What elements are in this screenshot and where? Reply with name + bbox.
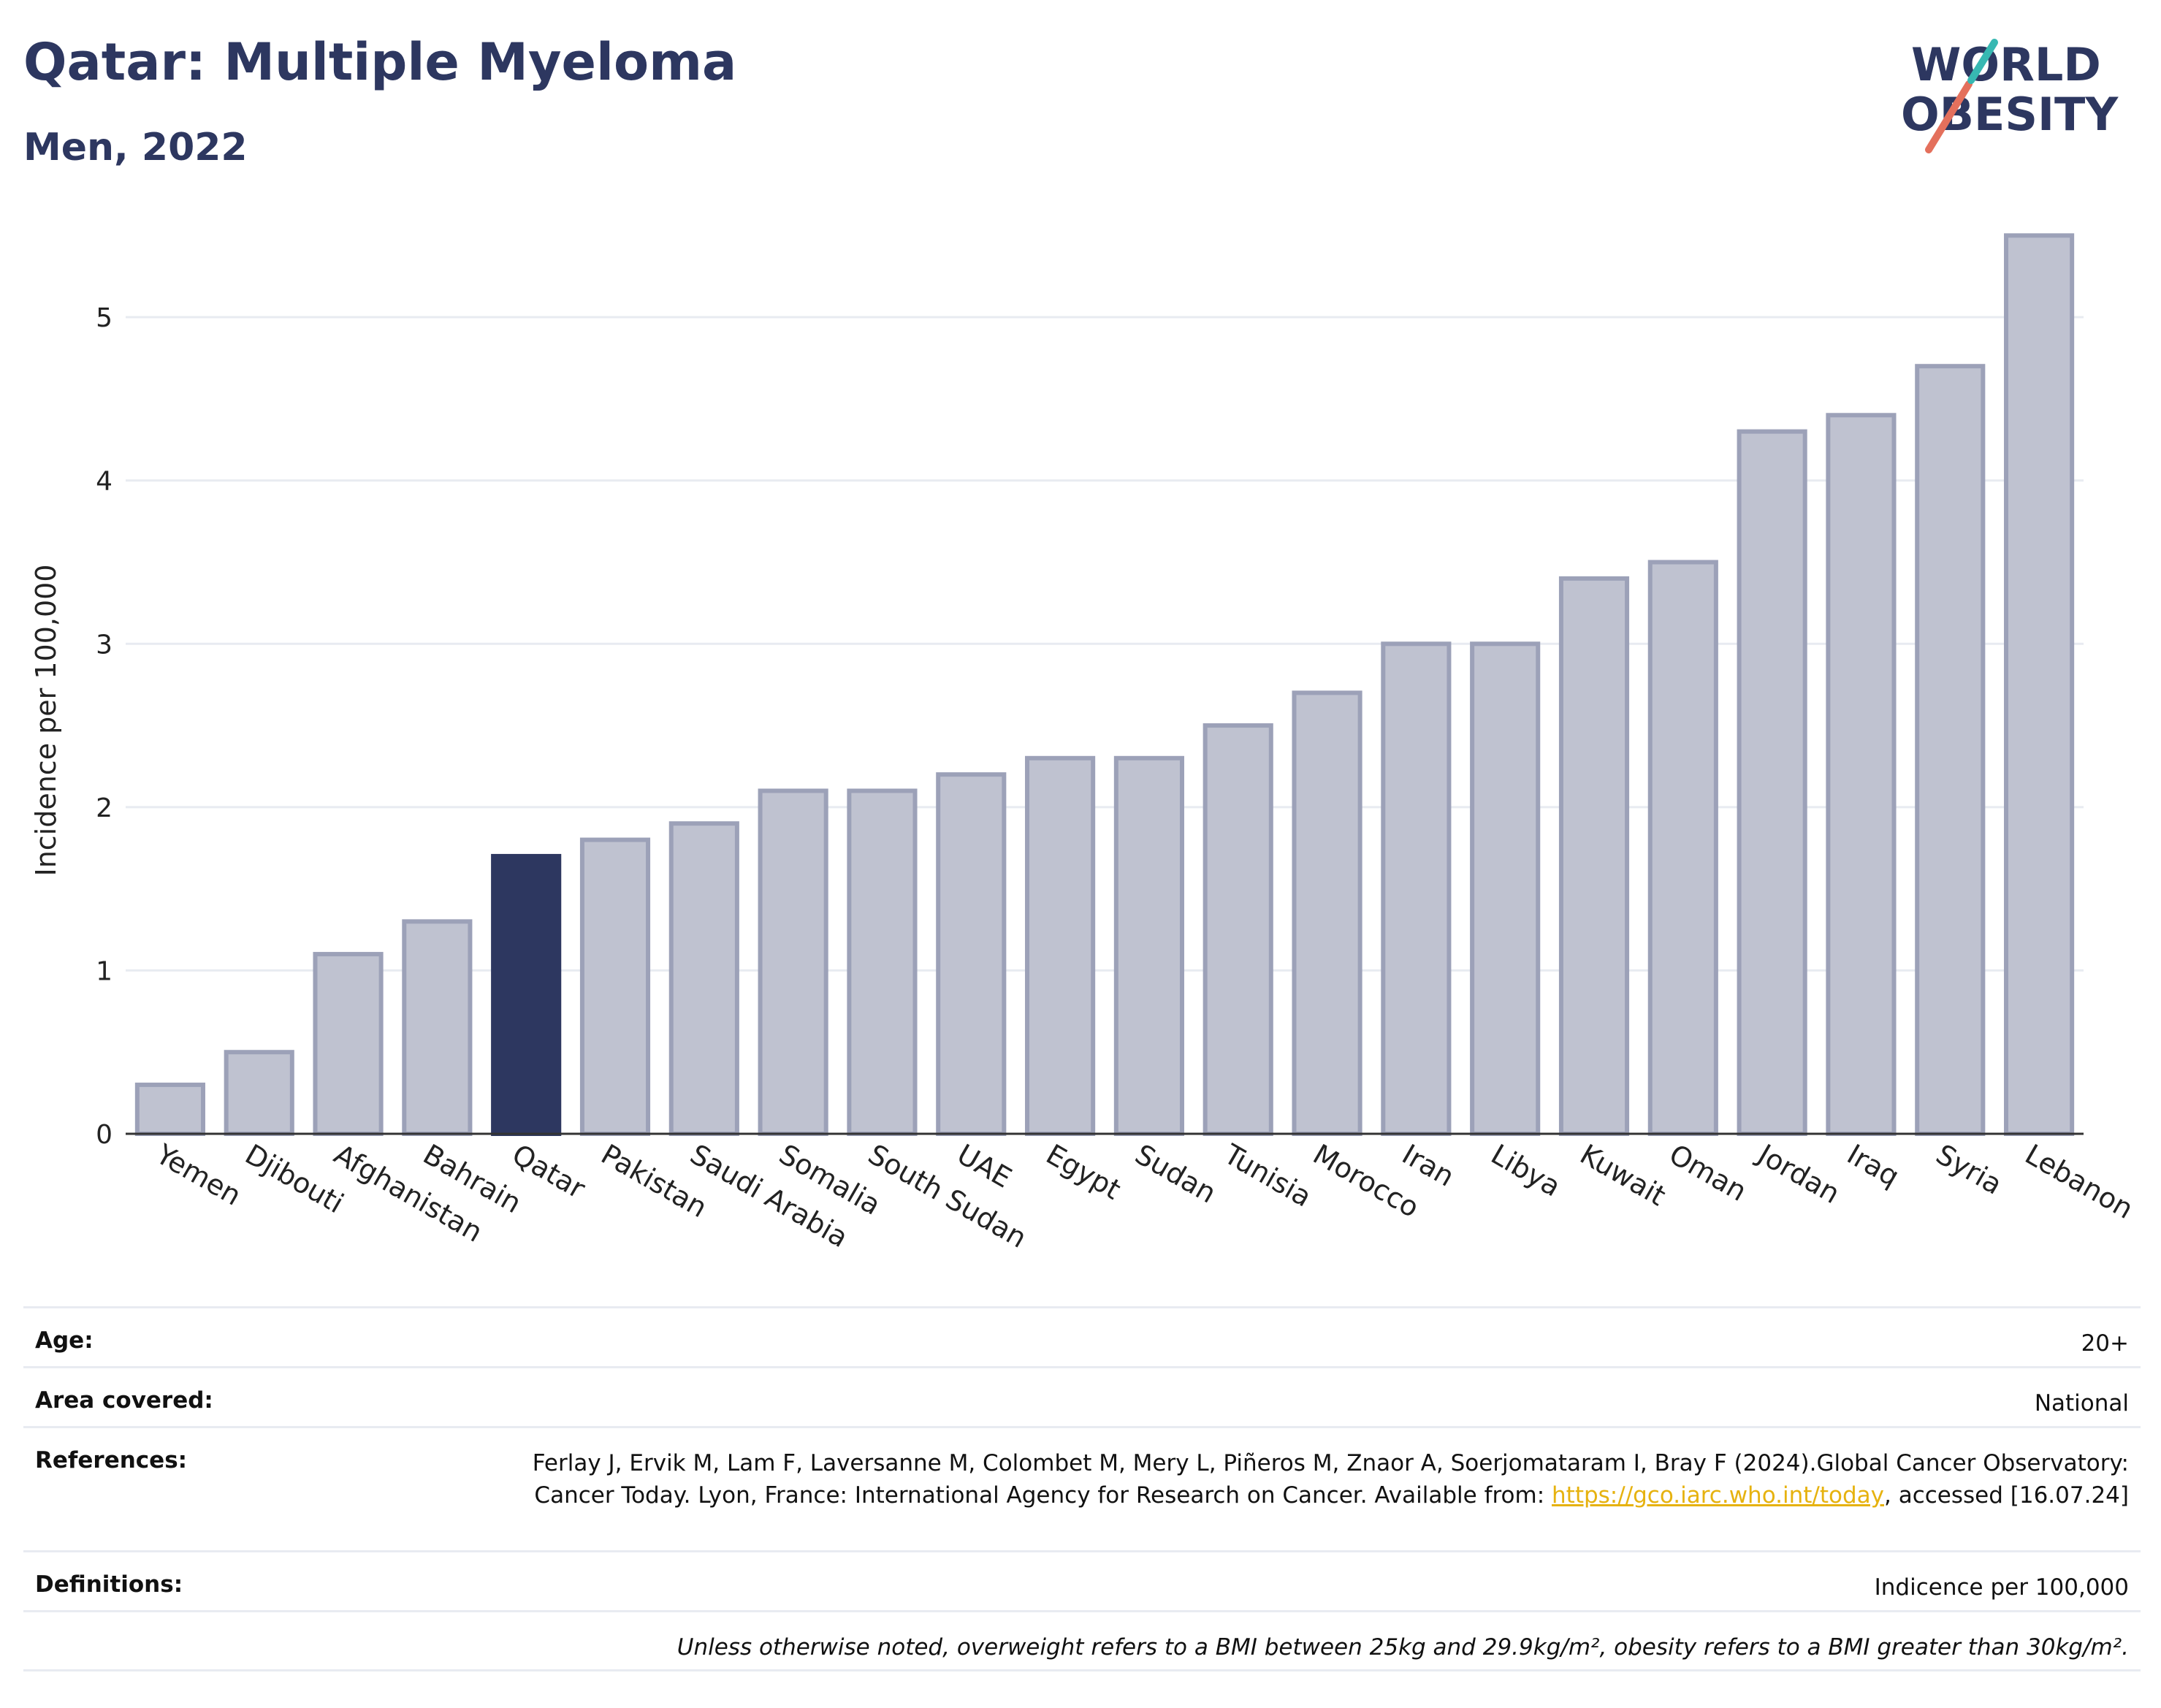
logo-line1: WORLD: [1911, 38, 2101, 91]
x-tick-label: South Sudan: [863, 1138, 1032, 1254]
x-tick-label: Oman: [1663, 1138, 1752, 1208]
age-label: Age:: [35, 1327, 94, 1354]
definitions-label: Definitions:: [35, 1571, 183, 1598]
x-tick-label: Jordan: [1751, 1137, 1845, 1211]
bar-egypt: [1025, 755, 1096, 1136]
area-label: Area covered:: [35, 1387, 213, 1414]
x-tick-label: Iran: [1397, 1138, 1460, 1193]
bar-lebanon: [2004, 233, 2075, 1136]
bar-yemen: [134, 1082, 205, 1137]
y-tick-label: 0: [96, 1120, 113, 1150]
x-tick-label: Djibouti: [240, 1138, 349, 1220]
x-tick-label: Afghanistan: [329, 1138, 488, 1248]
bar-iran: [1381, 641, 1452, 1136]
definitions-value: Indicence per 100,000: [1874, 1574, 2129, 1601]
bar-qatar: [491, 853, 562, 1137]
y-tick-label: 2: [96, 793, 113, 823]
bar-iraq: [1826, 413, 1897, 1136]
bar-syria: [1915, 364, 1986, 1137]
x-tick-label: Kuwait: [1575, 1138, 1672, 1213]
bar-uae: [936, 772, 1007, 1137]
page-title: Qatar: Multiple Myeloma: [23, 32, 737, 92]
y-tick-label: 1: [96, 956, 113, 986]
bar-somalia: [758, 788, 828, 1136]
world-obesity-logo: WORLD OBESITY: [1901, 38, 2119, 153]
page-subtitle: Men, 2022: [23, 126, 248, 169]
bar-saudi-arabia: [668, 821, 739, 1136]
y-tick-label: 3: [96, 630, 113, 660]
logo-slash-red: [1925, 80, 1973, 153]
x-tick-label: Syria: [1931, 1138, 2008, 1201]
metadata-table: Age: 20+ Area covered: National Referenc…: [23, 1306, 2141, 1671]
area-value: National: [2034, 1390, 2129, 1417]
bar-south-sudan: [847, 788, 918, 1136]
references-link[interactable]: https://gco.iarc.who.int/today: [1552, 1482, 1884, 1509]
bar-pakistan: [579, 837, 651, 1136]
bar-kuwait: [1558, 576, 1630, 1136]
meta-row-area: Area covered: National: [23, 1366, 2141, 1426]
bar-bahrain: [402, 919, 473, 1136]
x-tick-label: Tunisia: [1218, 1137, 1316, 1213]
age-value: 20+: [2081, 1330, 2129, 1357]
x-tick-label: Iraq: [1842, 1138, 1905, 1193]
bar-chart: 0 1 2 3 4 5 Incidence per 100,000 YemenDjibouti…: [30, 233, 2139, 1254]
bar-libya: [1470, 641, 1541, 1136]
meta-row-note: Unless otherwise noted, overweight refer…: [23, 1610, 2141, 1671]
bar-sudan: [1113, 755, 1184, 1136]
x-tick-label: Egypt: [1041, 1138, 1127, 1206]
y-axis-title: Incidence per 100,000: [30, 564, 62, 876]
bar-djibouti: [224, 1050, 294, 1136]
x-tick-label: Libya: [1486, 1138, 1566, 1203]
bar-tunisia: [1203, 723, 1273, 1136]
bar-afghanistan: [313, 952, 384, 1136]
bar-morocco: [1292, 690, 1362, 1136]
y-tick-label: 5: [96, 303, 113, 333]
x-tick-label: Sudan: [1129, 1138, 1221, 1210]
meta-row-definitions: Definitions: Indicence per 100,000: [23, 1550, 2141, 1610]
x-tick-label: Yemen: [150, 1137, 247, 1212]
logo-line2: OBESITY: [1901, 88, 2119, 141]
meta-row-age: Age: 20+: [23, 1306, 2141, 1366]
x-tick-label: Lebanon: [2020, 1138, 2139, 1225]
bar-jordan: [1737, 429, 1807, 1136]
references-label: References:: [35, 1447, 188, 1473]
bar-oman: [1647, 560, 1718, 1136]
references-value: Ferlay J, Ervik M, Lam F, Laversanne M, …: [449, 1447, 2129, 1511]
y-tick-label: 4: [96, 467, 113, 497]
references-tail: , accessed [16.07.24]: [1883, 1482, 2129, 1509]
logo-slash-teal: [1967, 39, 1998, 84]
meta-row-references: References: Ferlay J, Ervik M, Lam F, La…: [23, 1426, 2141, 1550]
bmi-note: Unless otherwise noted, overweight refer…: [676, 1634, 2129, 1661]
references-text: Ferlay J, Ervik M, Lam F, Laversanne M, …: [532, 1450, 2129, 1509]
